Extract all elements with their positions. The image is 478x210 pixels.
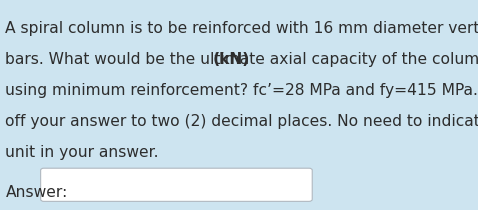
Text: bars. What would be the ultimate axial capacity of the column: bars. What would be the ultimate axial c… — [5, 52, 478, 67]
Text: unit in your answer.: unit in your answer. — [5, 145, 159, 160]
FancyBboxPatch shape — [41, 168, 312, 201]
Text: (kN): (kN) — [212, 52, 250, 67]
Text: A spiral column is to be reinforced with 16 mm diameter vertical: A spiral column is to be reinforced with… — [5, 21, 478, 36]
Text: off your answer to two (2) decimal places. No need to indicate the: off your answer to two (2) decimal place… — [5, 114, 478, 129]
Text: Answer:: Answer: — [5, 185, 68, 200]
Text: using minimum reinforcement? fc’=28 MPa and fy=415 MPa. Round: using minimum reinforcement? fc’=28 MPa … — [5, 83, 478, 98]
